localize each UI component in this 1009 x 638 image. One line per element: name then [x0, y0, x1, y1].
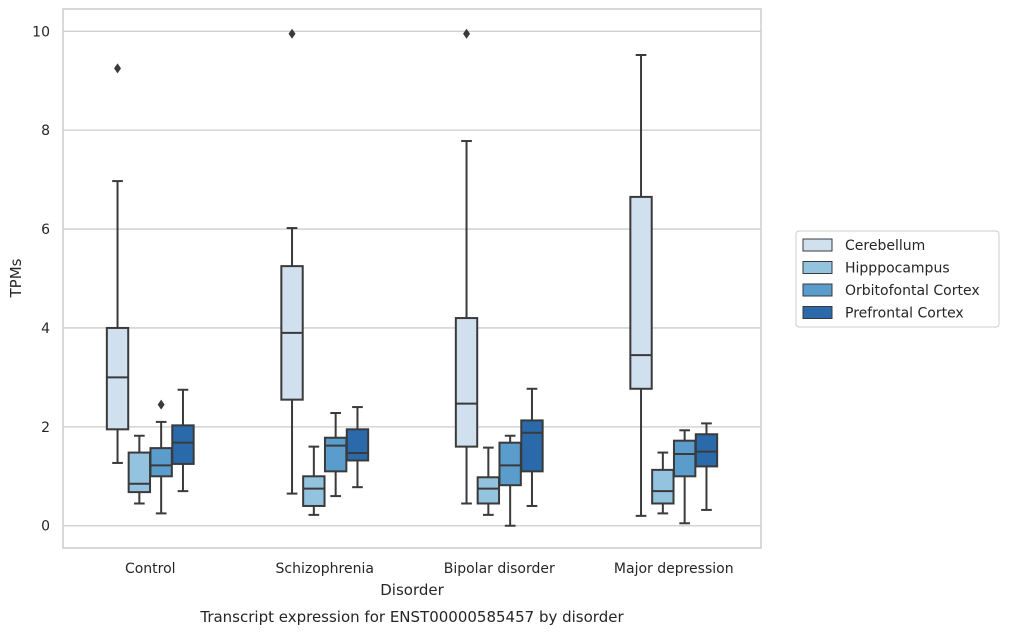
legend-swatch — [802, 261, 833, 274]
box — [629, 195, 653, 390]
y-tick-label: 10 — [32, 24, 50, 40]
x-tick-label: Major depression — [614, 561, 734, 577]
chart-caption: Transcript expression for ENST0000058545… — [199, 608, 624, 626]
y-tick-label: 6 — [41, 222, 50, 238]
box — [323, 436, 348, 473]
box — [498, 441, 522, 487]
plot-frame — [62, 8, 762, 549]
y-tick-label: 4 — [41, 321, 50, 337]
box-group — [171, 388, 195, 493]
box — [149, 447, 173, 478]
box-group — [302, 445, 326, 516]
legend-swatch — [802, 238, 833, 252]
box — [127, 451, 152, 494]
box-group — [345, 406, 370, 489]
outlier-point — [463, 28, 471, 39]
x-axis-label: Disorder — [380, 581, 444, 599]
outlier-point — [157, 399, 165, 410]
legend-label: Prefrontal Cortex — [845, 306, 964, 322]
legend-swatch — [802, 306, 833, 319]
box-group — [694, 422, 719, 511]
boxes — [105, 28, 719, 527]
box — [520, 419, 544, 473]
box — [694, 433, 719, 468]
box — [345, 428, 370, 462]
y-tick-label: 0 — [41, 519, 50, 535]
box-group — [323, 412, 348, 498]
x-tick-label: Schizophrenia — [276, 561, 374, 577]
legend-label: Cerebellum — [845, 238, 925, 254]
box — [171, 424, 195, 465]
outlier-point — [288, 28, 296, 39]
legend-frame — [795, 230, 1000, 328]
x-tick-label: Control — [125, 561, 176, 577]
box-group — [498, 434, 522, 527]
box-group — [520, 387, 544, 507]
box — [476, 476, 501, 505]
box-group — [454, 28, 479, 505]
box-group — [629, 53, 653, 517]
box — [302, 475, 326, 507]
y-axis-ticks: 0 2 4 6 8 10 — [32, 24, 50, 534]
box — [672, 439, 697, 478]
box — [105, 326, 130, 431]
y-tick-label: 8 — [41, 123, 50, 139]
box-group — [280, 28, 304, 495]
box — [454, 317, 479, 448]
legend: Cerebellum Hipppocampus Orbitofontal Corte… — [795, 230, 1000, 328]
box — [651, 468, 675, 505]
box-group — [149, 399, 173, 515]
legend-swatch — [802, 283, 833, 297]
box-group — [105, 63, 130, 464]
box-group — [476, 446, 501, 516]
legend-label: Hipppocampus — [845, 261, 950, 277]
x-tick-label: Bipolar disorder — [444, 561, 555, 577]
y-tick-label: 2 — [41, 420, 50, 436]
legend-label: Orbitofontal Cortex — [845, 283, 980, 299]
box-group — [127, 434, 152, 505]
y-axis-label: TPMs — [7, 258, 25, 298]
x-axis-ticks: Control Schizophrenia Bipolar disorder Majo… — [125, 561, 734, 577]
box-group — [672, 429, 697, 525]
outlier-point — [114, 63, 122, 74]
box-group — [651, 451, 675, 515]
